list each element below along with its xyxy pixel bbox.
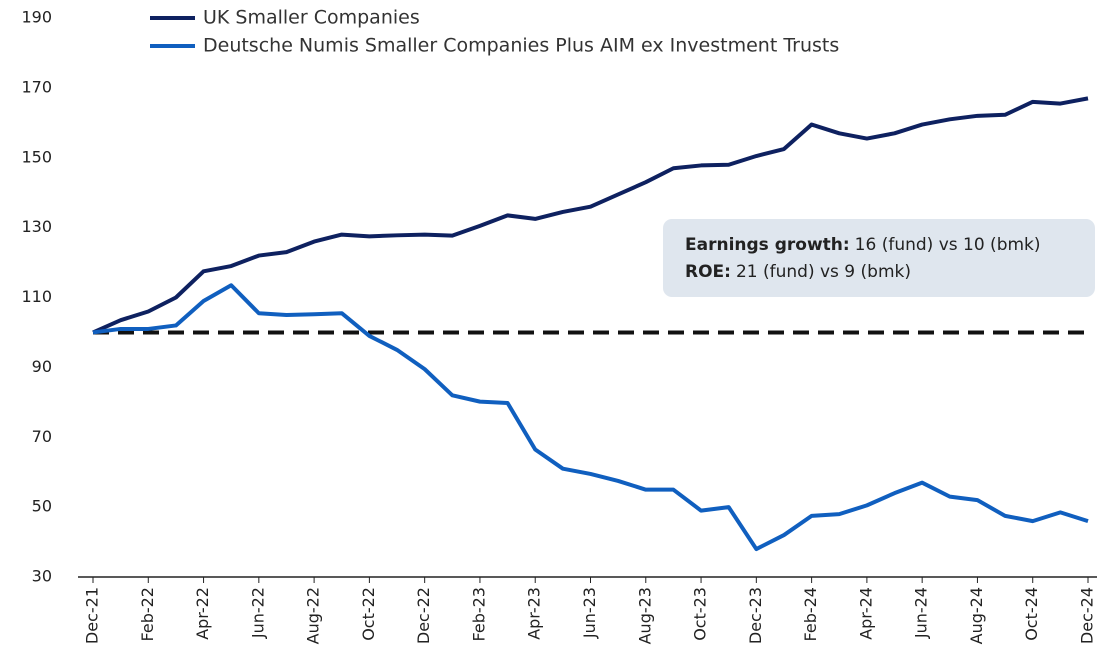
y-tick-label: 190 — [21, 8, 52, 27]
annotation-text: 21 (fund) vs 9 (bmk) — [736, 262, 911, 282]
x-tick-label: Aug-22 — [304, 587, 323, 644]
x-tick-label: Jun-23 — [580, 587, 599, 639]
series-line — [92, 283, 1089, 552]
x-tick-label: Dec-24 — [1078, 587, 1097, 644]
y-tick-label: 70 — [32, 427, 52, 446]
annotation-box — [663, 219, 1095, 297]
y-tick-label: 30 — [32, 567, 52, 586]
x-tick-label: Oct-23 — [691, 587, 710, 641]
x-tick-label: Apr-22 — [193, 587, 212, 640]
x-tick-label: Oct-24 — [1022, 587, 1041, 641]
x-tick-label: Jun-22 — [248, 587, 267, 639]
x-tick-label: Feb-22 — [138, 587, 157, 641]
x-tick-label: Aug-24 — [967, 587, 986, 644]
y-tick-label: 170 — [21, 77, 52, 96]
x-tick-label: Dec-22 — [414, 587, 433, 644]
y-tick-label: 50 — [32, 497, 52, 516]
x-tick-label: Feb-24 — [801, 587, 820, 641]
y-tick-label: 150 — [21, 147, 52, 166]
y-tick-label: 130 — [21, 217, 52, 236]
x-tick-label: Dec-23 — [746, 587, 765, 644]
annotation-line: ROE: 21 (fund) vs 9 (bmk) — [685, 262, 911, 282]
x-tick-label: Feb-23 — [469, 587, 488, 641]
legend-label: Deutsche Numis Smaller Companies Plus AI… — [203, 35, 839, 57]
series-line — [92, 96, 1089, 335]
x-tick-label: Oct-22 — [359, 587, 378, 641]
x-tick-label: Aug-23 — [635, 587, 654, 644]
x-tick-label: Apr-23 — [525, 587, 544, 640]
annotation-line: Earnings growth: 16 (fund) vs 10 (bmk) — [685, 235, 1041, 255]
x-tick-label: Apr-24 — [856, 587, 875, 640]
annotation-label: Earnings growth: — [685, 235, 850, 255]
x-tick-label: Jun-24 — [912, 587, 931, 639]
annotation-label: ROE: — [685, 262, 731, 282]
y-tick-label: 90 — [32, 357, 52, 376]
annotation-text: 16 (fund) vs 10 (bmk) — [855, 235, 1041, 255]
y-tick-label: 110 — [21, 287, 52, 306]
legend-label: UK Smaller Companies — [203, 7, 420, 29]
x-tick-label: Dec-21 — [83, 587, 102, 644]
